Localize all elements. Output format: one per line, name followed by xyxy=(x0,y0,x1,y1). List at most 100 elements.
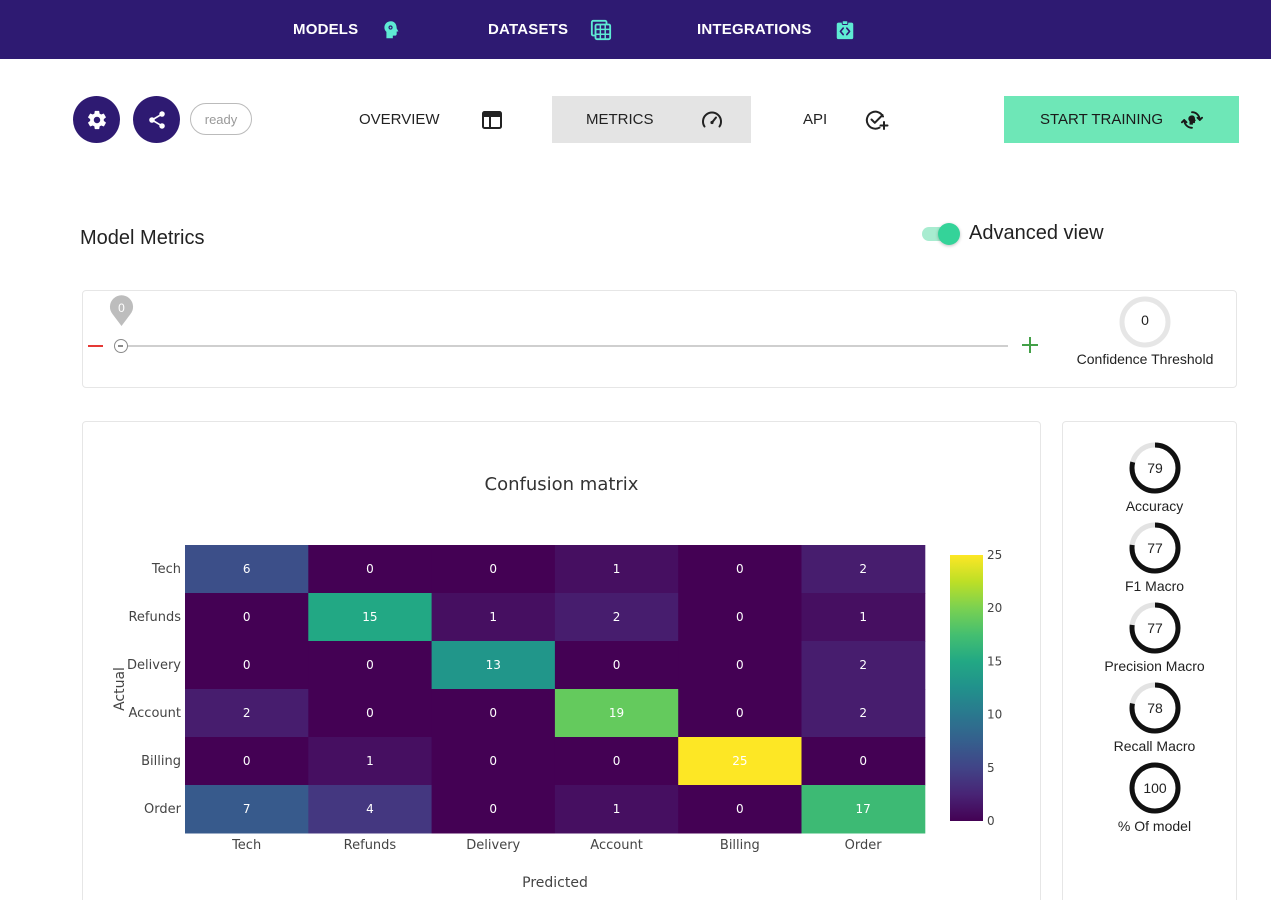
colorbar-tick-label: 10 xyxy=(987,708,1002,722)
heatmap-cell xyxy=(185,689,309,738)
heatmap-cell xyxy=(308,689,433,738)
metric-label: Accuracy xyxy=(1125,498,1184,514)
x-tick-label: Refunds xyxy=(344,838,397,853)
heatmap-cell-value: 4 xyxy=(366,802,374,816)
code-clipboard-icon xyxy=(836,19,853,39)
metric-ring-fill xyxy=(1129,442,1181,494)
settings-button[interactable] xyxy=(73,96,120,143)
check-add-icon xyxy=(866,110,889,130)
heatmap-cell xyxy=(185,641,309,690)
heatmap-cell-value: 6 xyxy=(243,562,251,576)
heatmap-cell-value: 0 xyxy=(736,706,744,720)
heatmap-cell xyxy=(308,737,433,786)
heatmap-cell-value: 0 xyxy=(489,754,497,768)
heatmap-cell-value: 19 xyxy=(609,706,624,720)
heatmap-cell xyxy=(185,785,309,834)
speedometer-icon xyxy=(701,111,722,127)
metric-ring xyxy=(1129,442,1181,494)
tab-api-label: API xyxy=(803,111,828,128)
metric-value: 78 xyxy=(1147,700,1163,716)
heatmap-cell xyxy=(801,545,926,594)
nav-datasets[interactable]: DATASETS xyxy=(488,0,612,59)
colorbar-tick-label: 5 xyxy=(987,761,995,775)
metric-ring xyxy=(1129,762,1181,814)
heatmap-cell-value: 0 xyxy=(366,658,374,672)
share-button[interactable] xyxy=(133,96,180,143)
heatmap-cell xyxy=(801,593,926,642)
metric-ring-fill xyxy=(1129,522,1181,574)
y-tick-label: Order xyxy=(144,802,182,817)
x-tick-label: Billing xyxy=(720,838,760,853)
x-tick-label: Account xyxy=(590,838,643,853)
heatmap-cell xyxy=(554,545,679,594)
metric-ring-fill xyxy=(1129,762,1181,814)
nav-integrations[interactable]: INTEGRATIONS xyxy=(697,0,856,59)
heatmap-cell xyxy=(431,593,556,642)
slider-handle[interactable] xyxy=(114,339,128,353)
tab-metrics-label: METRICS xyxy=(586,111,654,128)
threshold-slider[interactable] xyxy=(121,345,1008,347)
heatmap-cell xyxy=(801,689,926,738)
metric-value: 100 xyxy=(1143,780,1167,796)
threshold-value: 0 xyxy=(1141,312,1149,328)
metric-label: Recall Macro xyxy=(1113,738,1196,754)
x-tick-label: Order xyxy=(845,838,883,853)
toggle-knob xyxy=(938,223,960,245)
decrease-threshold-button[interactable] xyxy=(88,345,103,347)
heatmap-cell xyxy=(554,689,679,738)
x-axis-title: Predicted xyxy=(522,875,588,891)
metric-ring-fill xyxy=(1129,682,1181,734)
heatmap-cell-value: 2 xyxy=(859,562,867,576)
heatmap-cell-value: 25 xyxy=(732,754,747,768)
heatmap-cell-value: 0 xyxy=(736,562,744,576)
heatmap-cell xyxy=(801,737,926,786)
heatmap-cell-value: 0 xyxy=(736,658,744,672)
tab-overview-label: OVERVIEW xyxy=(359,111,440,128)
heatmap-cell-value: 1 xyxy=(613,562,621,576)
heatmap-cell-value: 1 xyxy=(489,610,497,624)
share-icon xyxy=(148,110,165,129)
metric-ring-fill xyxy=(1129,602,1181,654)
heatmap-cell-value: 2 xyxy=(859,706,867,720)
heatmap-cell xyxy=(308,545,433,594)
y-axis-title: Actual xyxy=(112,667,128,711)
advanced-view-toggle[interactable] xyxy=(922,223,960,245)
metric-ring xyxy=(1129,682,1181,734)
y-tick-label: Billing xyxy=(141,754,181,769)
heatmap-cell-value: 15 xyxy=(362,610,377,624)
nav-models-label: MODELS xyxy=(293,21,359,38)
heatmap-cell xyxy=(185,593,309,642)
heatmap-cell xyxy=(678,689,802,738)
nav-models[interactable]: MODELS xyxy=(293,0,402,59)
heatmap-cell xyxy=(801,641,926,690)
metric-label: % Of model xyxy=(1117,818,1192,834)
y-tick-label: Account xyxy=(129,706,182,721)
nav-integrations-label: INTEGRATIONS xyxy=(697,21,812,38)
browser-window-icon xyxy=(481,110,502,129)
colorbar-tick-label: 15 xyxy=(987,654,1002,668)
metric-value: 79 xyxy=(1147,460,1163,476)
heatmap-cell-value: 0 xyxy=(243,658,251,672)
heatmap-cell xyxy=(554,785,679,834)
heatmap-cell-value: 0 xyxy=(613,754,621,768)
advanced-view-label: Advanced view xyxy=(969,222,1104,244)
heatmap-cell xyxy=(678,641,802,690)
heatmap-cell xyxy=(431,689,556,738)
metric-value: 77 xyxy=(1147,620,1163,636)
heatmap-cell xyxy=(308,785,433,834)
heatmap-cell-value: 7 xyxy=(243,802,251,816)
tab-api[interactable]: API xyxy=(780,96,920,143)
increase-threshold-button[interactable] xyxy=(1022,336,1040,354)
start-training-button[interactable]: START TRAINING xyxy=(1004,96,1239,143)
heatmap-cell-value: 13 xyxy=(486,658,501,672)
threshold-ring xyxy=(1119,296,1171,348)
heatmap-cell xyxy=(678,593,802,642)
heatmap-cell-value: 0 xyxy=(489,562,497,576)
heatmap-cell xyxy=(554,593,679,642)
tab-overview[interactable]: OVERVIEW xyxy=(338,96,523,143)
top-nav: MODELS DATASETS INTEGRATIONS xyxy=(0,0,1271,59)
heatmap-cell-value: 2 xyxy=(243,706,251,720)
threshold-card xyxy=(82,290,1237,388)
tab-metrics[interactable]: METRICS xyxy=(552,96,751,143)
heatmap-cell xyxy=(801,785,926,834)
